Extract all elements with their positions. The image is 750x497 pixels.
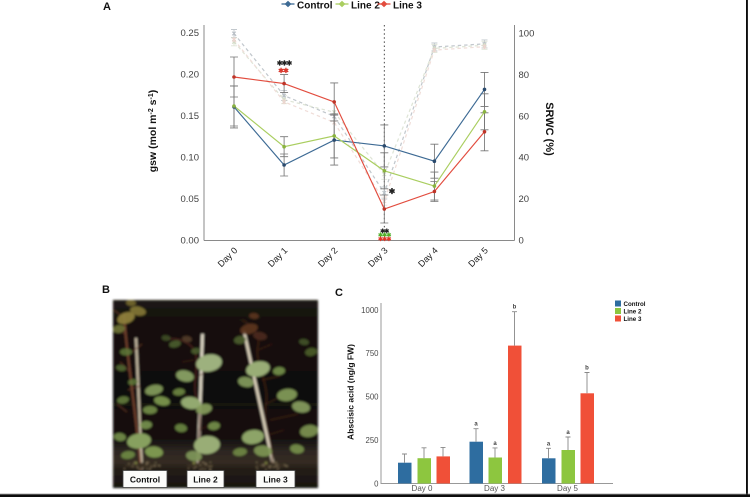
svg-text:100: 100 <box>519 29 535 40</box>
svg-text:40: 40 <box>519 153 530 164</box>
svg-text:Line 2: Line 2 <box>351 1 380 12</box>
svg-text:✱✱✱: ✱✱✱ <box>378 232 391 239</box>
svg-text:b: b <box>585 366 589 372</box>
svg-text:0.15: 0.15 <box>181 111 200 122</box>
svg-text:✱✱✱: ✱✱✱ <box>277 60 293 68</box>
svg-text:0.20: 0.20 <box>181 70 200 81</box>
svg-text:Day 2: Day 2 <box>316 245 340 269</box>
svg-text:Line 3: Line 3 <box>393 1 422 12</box>
svg-text:✱✱✱: ✱✱✱ <box>378 236 391 243</box>
svg-text:500: 500 <box>365 393 379 402</box>
svg-text:b: b <box>513 305 517 311</box>
svg-text:✱✱: ✱✱ <box>380 228 389 235</box>
svg-text:60: 60 <box>519 111 530 122</box>
svg-text:0: 0 <box>374 479 379 488</box>
svg-text:0.00: 0.00 <box>181 236 200 247</box>
svg-text:Day 0: Day 0 <box>412 484 433 493</box>
svg-text:80: 80 <box>519 70 530 81</box>
svg-text:250: 250 <box>365 436 379 445</box>
svg-text:0.25: 0.25 <box>181 28 200 39</box>
svg-text:Control: Control <box>130 475 160 485</box>
svg-text:1000: 1000 <box>361 306 379 315</box>
svg-text:Abscisic acid (ng/g FW): Abscisic acid (ng/g FW) <box>346 344 356 440</box>
svg-text:Day 5: Day 5 <box>557 484 578 493</box>
svg-text:Line 2: Line 2 <box>193 475 218 485</box>
svg-text:Day 4: Day 4 <box>416 245 440 269</box>
svg-text:A: A <box>103 1 111 13</box>
svg-text:Control: Control <box>624 301 646 308</box>
svg-text:20: 20 <box>519 194 530 205</box>
svg-text:0: 0 <box>519 236 524 247</box>
svg-text:0.05: 0.05 <box>181 194 200 205</box>
svg-text:750: 750 <box>365 349 379 358</box>
svg-text:C: C <box>335 287 343 299</box>
svg-text:✱: ✱ <box>389 187 396 196</box>
svg-text:gsw (mol m-2 s-1): gsw (mol m-2 s-1) <box>147 90 159 173</box>
svg-text:B: B <box>102 284 110 296</box>
svg-text:0.10: 0.10 <box>181 153 200 164</box>
svg-text:a: a <box>566 430 570 436</box>
svg-text:Control: Control <box>297 1 333 12</box>
svg-text:a: a <box>547 441 551 447</box>
svg-text:Day 5: Day 5 <box>466 245 490 269</box>
svg-text:Day 3: Day 3 <box>484 484 505 493</box>
svg-text:Day 1: Day 1 <box>266 245 290 269</box>
svg-text:Line 2: Line 2 <box>624 309 642 316</box>
svg-text:SRWC (%): SRWC (%) <box>543 102 555 156</box>
svg-text:a: a <box>474 422 478 428</box>
svg-text:a: a <box>493 441 497 447</box>
svg-text:Day 0: Day 0 <box>216 245 240 269</box>
svg-text:Line 3: Line 3 <box>263 475 288 485</box>
svg-text:Day 3: Day 3 <box>366 245 390 269</box>
svg-text:✱✱: ✱✱ <box>278 67 289 75</box>
svg-text:Line 3: Line 3 <box>624 316 642 323</box>
